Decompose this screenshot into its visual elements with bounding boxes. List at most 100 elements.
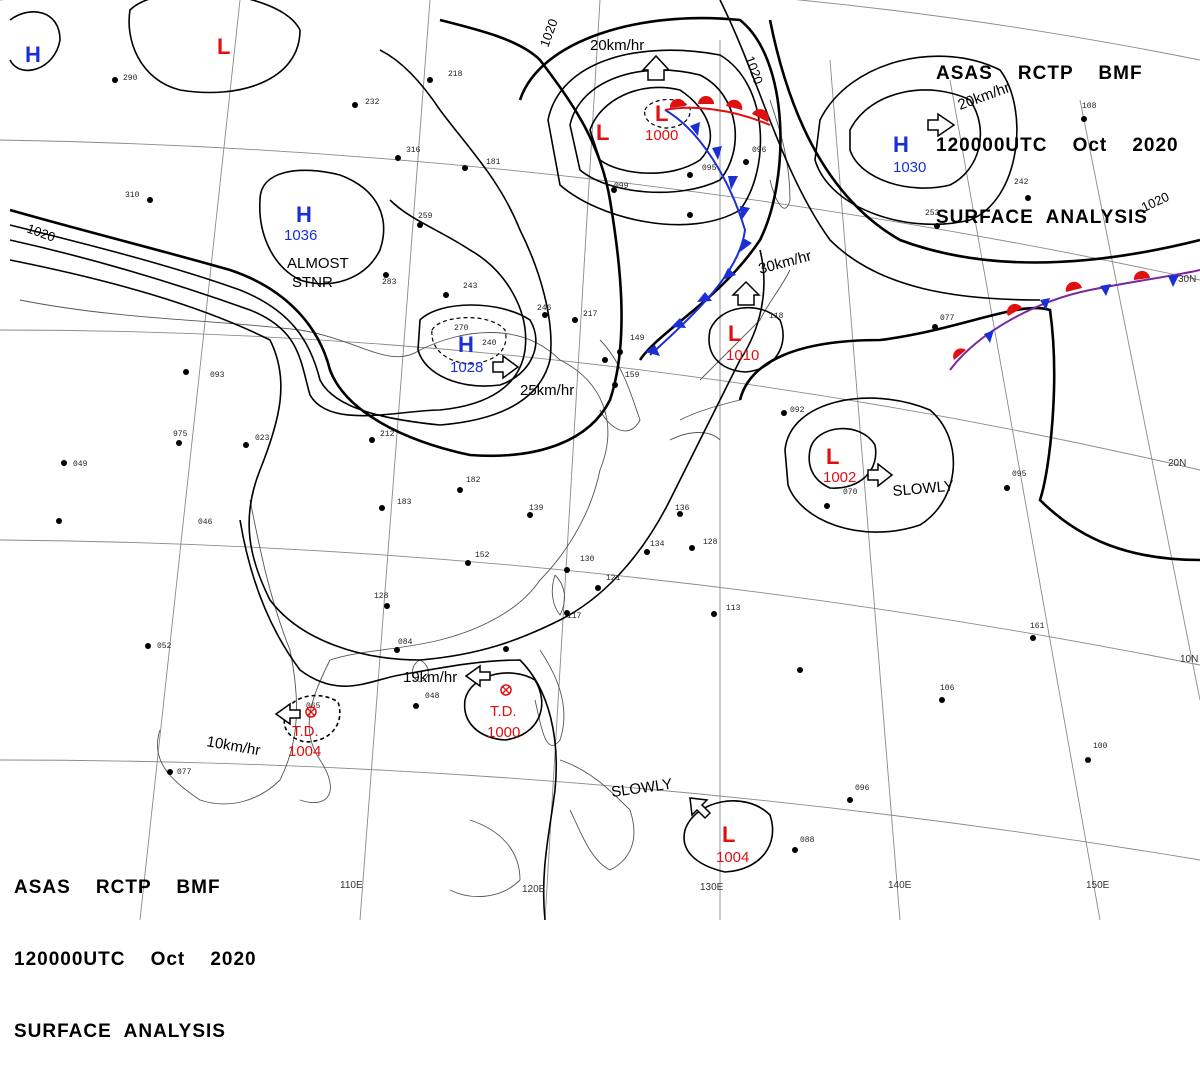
coastlines [19, 99, 791, 897]
low-pacific-value: 1002 [823, 469, 856, 486]
arrow-td-scs [464, 664, 491, 688]
isobar-td-scs [463, 672, 543, 741]
isobar-china-3 [9, 199, 527, 417]
high-nw-corner-letter: H [25, 42, 41, 67]
graticule [0, 0, 1200, 920]
header-top-line2: 120000UTC Oct 2020 [936, 135, 1179, 156]
td-scs-value: 1000 [487, 724, 520, 741]
isobar-pac-outer [738, 306, 1200, 562]
svg-text:270: 270 [454, 324, 469, 333]
td-vietnam-symbol [305, 706, 317, 718]
coast-china [19, 299, 609, 804]
svg-text:246: 246 [537, 304, 552, 313]
lat-line-20n [0, 329, 1200, 471]
isobar-china-outer [9, 249, 765, 661]
isobar-npac-low-dashed [644, 99, 691, 129]
isobar-china-2 [9, 49, 552, 426]
high-mongolia-value: 1036 [284, 227, 317, 244]
station-labels: 290 310 232 316 181 218 259 283 243 270 … [73, 70, 1108, 845]
motion-label-mongolia-1: ALMOST [287, 255, 349, 272]
high-mongolia-letter: H [296, 202, 312, 227]
coast-japan [669, 269, 791, 441]
motion-label-mongolia-2: STNR [292, 274, 333, 291]
high-china-letter: H [458, 332, 474, 357]
svg-text:259: 259 [418, 212, 433, 221]
svg-text:242: 242 [1014, 178, 1029, 187]
isobar-ne-high-2 [814, 55, 1018, 226]
lon-line-160e [1079, 99, 1200, 701]
isobar-japan-low [708, 306, 784, 373]
stationary-front-marks [953, 270, 1179, 360]
coast-luzon [534, 649, 565, 746]
stationary-front [949, 269, 1200, 371]
isobar-phil-low [683, 800, 774, 873]
lon-label-130e: 130E [700, 882, 724, 893]
motion-label-td-scs: 19km/hr [403, 669, 457, 686]
svg-text:159: 159 [625, 371, 640, 380]
arrow-japan-low [731, 280, 761, 306]
svg-text:152: 152 [475, 551, 490, 560]
high-china-value: 1028 [450, 359, 483, 376]
svg-text:052: 052 [157, 642, 172, 651]
svg-text:106: 106 [940, 684, 955, 693]
lat-line-0 [0, 759, 1200, 861]
lat-label-30n: 30N [1178, 274, 1196, 285]
header-bottom-line2: 120000UTC Oct 2020 [14, 949, 257, 970]
arrow-china-high [492, 354, 520, 380]
header-top-right: ASAS RCTP BMF 120000UTC Oct 2020 SURFACE… [936, 14, 1179, 254]
td-vietnam-value: 1004 [288, 743, 321, 760]
fronts [645, 96, 1200, 371]
coast-indochina [156, 499, 298, 805]
svg-text:093: 093 [210, 371, 225, 380]
coast-korea [599, 339, 641, 432]
isobar-south-1 [239, 519, 558, 920]
warm-front-lobes [669, 96, 769, 122]
isobars [9, 0, 1200, 920]
svg-text:048: 048 [425, 692, 440, 701]
isobar-pac-low-2 [784, 397, 955, 533]
isobar-mongolia-h-1 [259, 169, 385, 285]
svg-text:240: 240 [482, 339, 497, 348]
coast-hainan [412, 659, 429, 683]
low-philippine-sea-value: 1004 [716, 849, 749, 866]
motion-label-north-low: 20km/hr [590, 37, 644, 54]
svg-text:023: 023 [255, 434, 270, 443]
svg-text:290: 290 [123, 74, 138, 83]
svg-text:134: 134 [650, 540, 665, 549]
lon-line-120e [544, 0, 601, 920]
low-north-pacific-value: 1000 [645, 127, 678, 144]
svg-text:182: 182 [466, 476, 481, 485]
svg-text:130: 130 [580, 555, 595, 564]
svg-text:099: 099 [614, 182, 629, 191]
pressure-centers: H L H 1036 H 1028 L L 1000 H 1030 L 1010… [25, 34, 926, 866]
td-scs-symbol [500, 684, 512, 696]
grid-labels: 30N 20N 10N 110E 120E 130E 140E 150E [340, 274, 1198, 895]
svg-text:128: 128 [703, 538, 718, 547]
lat-line-30n [0, 139, 1200, 281]
isobar-china-h-ring [417, 304, 537, 387]
header-bottom-left: ASAS RCTP BMF 120000UTC Oct 2020 SURFACE… [14, 828, 257, 1068]
svg-text:096: 096 [855, 784, 870, 793]
svg-text:049: 049 [73, 460, 88, 469]
isobar-ne-outer-2 [719, 0, 1041, 301]
svg-text:095: 095 [702, 164, 717, 173]
low-north-pacific-letter-2: L [655, 101, 668, 126]
lon-line-100e [139, 0, 241, 920]
high-northeast-value: 1030 [893, 159, 926, 176]
cold-front-main [649, 109, 747, 356]
lon-line-150e [949, 79, 1101, 920]
svg-text:092: 092 [790, 406, 805, 415]
svg-text:084: 084 [398, 638, 413, 647]
svg-text:077: 077 [940, 314, 955, 323]
coast-sakhalin [769, 99, 791, 209]
svg-text:149: 149 [630, 334, 645, 343]
isobar-npac-outer [518, 16, 782, 361]
isobar-td-vietnam [283, 694, 341, 743]
svg-text:183: 183 [397, 498, 412, 507]
svg-text:253: 253 [925, 209, 940, 218]
svg-text:108: 108 [1082, 102, 1097, 111]
isobar-npac-low-3 [547, 49, 762, 226]
low-pacific-letter: L [826, 444, 839, 469]
lon-line-140e [829, 59, 901, 920]
low-philippine-sea-letter: L [722, 822, 735, 847]
